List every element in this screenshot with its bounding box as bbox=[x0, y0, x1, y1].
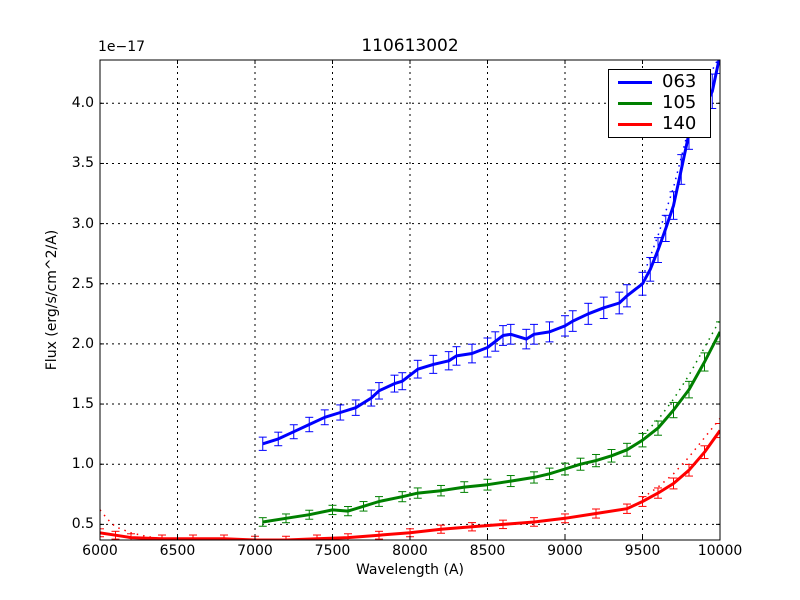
x-tick-label: 8500 bbox=[469, 543, 506, 559]
x-tick-label: 7500 bbox=[314, 543, 351, 559]
y-tick-label: 3.5 bbox=[71, 155, 94, 172]
series-105 bbox=[258, 319, 720, 527]
legend-item-063: 063 bbox=[609, 71, 710, 93]
y-tick-label: 1.5 bbox=[71, 396, 94, 413]
x-tick-label: 9000 bbox=[547, 543, 583, 559]
tick-marks bbox=[99, 60, 721, 540]
y-axis-label: Flux (erg/s/cm^2/A) bbox=[44, 229, 60, 371]
chart-title: 110613002 bbox=[361, 36, 459, 56]
legend-swatch bbox=[618, 81, 652, 84]
y-tick-label: 1.0 bbox=[71, 456, 94, 473]
y-offset-label: 1e−17 bbox=[98, 39, 146, 55]
x-tick-label: 8000 bbox=[392, 543, 428, 559]
y-tick-label: 3.0 bbox=[71, 215, 94, 232]
legend-item-105: 105 bbox=[609, 92, 710, 114]
x-tick-label: 10000 bbox=[697, 543, 743, 559]
legend-label: 105 bbox=[662, 92, 697, 113]
legend-swatch bbox=[618, 123, 652, 126]
y-tick-label: 2.5 bbox=[71, 275, 94, 292]
data-series bbox=[100, 60, 720, 540]
legend: 063 105 140 bbox=[608, 69, 711, 138]
legend-swatch bbox=[618, 102, 652, 105]
x-tick-label: 6500 bbox=[159, 543, 196, 559]
legend-item-140: 140 bbox=[609, 113, 710, 135]
x-tick-label: 9500 bbox=[624, 543, 661, 559]
series-140 bbox=[100, 418, 720, 540]
y-tick-label: 2.0 bbox=[71, 335, 94, 352]
x-tick-label: 6000 bbox=[82, 543, 118, 559]
x-axis-label: Wavelength (A) bbox=[355, 562, 464, 578]
legend-label: 063 bbox=[662, 71, 697, 92]
y-tick-label: 4.0 bbox=[71, 95, 94, 112]
legend-label: 140 bbox=[662, 113, 697, 134]
x-tick-label: 7000 bbox=[237, 543, 273, 559]
y-tick-label: 0.5 bbox=[71, 516, 94, 533]
